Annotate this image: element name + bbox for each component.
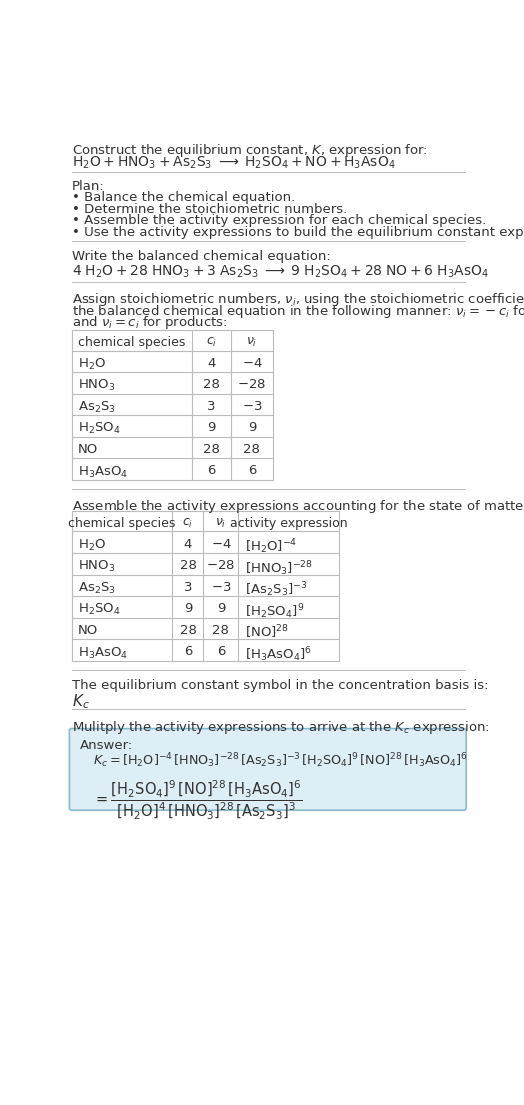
Text: NO: NO (78, 443, 98, 456)
Text: $= \dfrac{[\mathrm{H_2SO_4}]^{9}\,[\mathrm{NO}]^{28}\,[\mathrm{H_3AsO_4}]^{6}}{[: $= \dfrac{[\mathrm{H_2SO_4}]^{9}\,[\math… (93, 779, 302, 822)
Text: The equilibrium constant symbol in the concentration basis is:: The equilibrium constant symbol in the c… (72, 680, 488, 693)
Text: $K_c$: $K_c$ (72, 693, 90, 712)
Text: $\mathrm{HNO_3}$: $\mathrm{HNO_3}$ (78, 378, 115, 393)
Text: $\nu_i$: $\nu_i$ (215, 517, 226, 530)
Text: $-3$: $-3$ (242, 400, 262, 413)
Text: Assemble the activity expressions accounting for the state of matter and $\nu_i$: Assemble the activity expressions accoun… (72, 498, 524, 515)
Text: 6: 6 (207, 464, 215, 477)
FancyBboxPatch shape (69, 728, 466, 810)
Text: 4: 4 (207, 357, 215, 370)
Text: and $\nu_i = c_i$ for products:: and $\nu_i = c_i$ for products: (72, 314, 227, 332)
Text: $\mathrm{H_3AsO_4}$: $\mathrm{H_3AsO_4}$ (78, 464, 128, 480)
Text: Answer:: Answer: (80, 738, 133, 751)
Text: $c_i$: $c_i$ (182, 517, 193, 530)
Text: chemical species: chemical species (69, 517, 176, 529)
Text: 9: 9 (184, 602, 192, 615)
Text: $\mathrm{H_2O}$: $\mathrm{H_2O}$ (78, 357, 106, 371)
Text: $\mathrm{As_2S_3}$: $\mathrm{As_2S_3}$ (78, 400, 116, 414)
Text: $\mathrm{H_3AsO_4}$: $\mathrm{H_3AsO_4}$ (78, 645, 128, 661)
Text: $\mathrm{H_2SO_4}$: $\mathrm{H_2SO_4}$ (78, 421, 121, 436)
Text: 28: 28 (203, 443, 220, 456)
Text: Construct the equilibrium constant, $K$, expression for:: Construct the equilibrium constant, $K$,… (72, 141, 428, 159)
Text: 28: 28 (203, 378, 220, 391)
Text: $[\mathrm{H_3AsO_4}]^{6}$: $[\mathrm{H_3AsO_4}]^{6}$ (245, 645, 311, 664)
Text: $[\mathrm{As_2S_3}]^{-3}$: $[\mathrm{As_2S_3}]^{-3}$ (245, 581, 307, 599)
Text: 4: 4 (184, 538, 192, 550)
Text: $\mathrm{As_2S_3}$: $\mathrm{As_2S_3}$ (78, 581, 116, 596)
Text: $c_i$: $c_i$ (205, 336, 217, 349)
Text: $4\;\mathrm{H_2O} + 28\;\mathrm{HNO_3} + 3\;\mathrm{As_2S_3} \;\longrightarrow\;: $4\;\mathrm{H_2O} + 28\;\mathrm{HNO_3} +… (72, 263, 489, 280)
Text: chemical species: chemical species (78, 336, 185, 349)
Text: $-28$: $-28$ (206, 559, 235, 572)
Text: Mulitply the activity expressions to arrive at the $K_c$ expression:: Mulitply the activity expressions to arr… (72, 718, 489, 736)
Text: $\mathrm{H_2SO_4}$: $\mathrm{H_2SO_4}$ (78, 602, 121, 618)
Text: Assign stoichiometric numbers, $\nu_i$, using the stoichiometric coefficients, $: Assign stoichiometric numbers, $\nu_i$, … (72, 292, 524, 308)
Text: 28: 28 (180, 559, 196, 572)
Text: 28: 28 (212, 624, 230, 636)
Text: $-3$: $-3$ (211, 581, 231, 593)
Text: $\mathrm{H_2O + HNO_3 + As_2S_3 \;\longrightarrow\; H_2SO_4 + NO + H_3AsO_4}$: $\mathrm{H_2O + HNO_3 + As_2S_3 \;\longr… (72, 155, 396, 171)
Text: 6: 6 (217, 645, 225, 659)
Text: $[\mathrm{NO}]^{28}$: $[\mathrm{NO}]^{28}$ (245, 624, 289, 641)
Text: $K_c = [\mathrm{H_2O}]^{-4}\,[\mathrm{HNO_3}]^{-28}\,[\mathrm{As_2S_3}]^{-3}\,[\: $K_c = [\mathrm{H_2O}]^{-4}\,[\mathrm{HN… (93, 751, 467, 770)
Text: the balanced chemical equation in the following manner: $\nu_i = -c_i$ for react: the balanced chemical equation in the fo… (72, 303, 524, 319)
Text: 28: 28 (244, 443, 260, 456)
Text: 28: 28 (180, 624, 196, 636)
Text: Plan:: Plan: (72, 180, 104, 192)
Text: 9: 9 (207, 421, 215, 434)
Text: 3: 3 (184, 581, 192, 593)
Text: $[\mathrm{HNO_3}]^{-28}$: $[\mathrm{HNO_3}]^{-28}$ (245, 559, 313, 578)
Text: activity expression: activity expression (230, 517, 347, 529)
Text: • Balance the chemical equation.: • Balance the chemical equation. (72, 191, 295, 204)
Text: • Use the activity expressions to build the equilibrium constant expression.: • Use the activity expressions to build … (72, 225, 524, 239)
Text: $\mathrm{HNO_3}$: $\mathrm{HNO_3}$ (78, 559, 115, 575)
Text: $-4$: $-4$ (211, 538, 231, 550)
Text: 6: 6 (248, 464, 256, 477)
Text: • Assemble the activity expression for each chemical species.: • Assemble the activity expression for e… (72, 214, 486, 228)
Text: Write the balanced chemical equation:: Write the balanced chemical equation: (72, 251, 331, 263)
Text: $\nu_i$: $\nu_i$ (246, 336, 258, 349)
Text: 9: 9 (217, 602, 225, 615)
Text: $-4$: $-4$ (242, 357, 262, 370)
Text: 9: 9 (248, 421, 256, 434)
Text: $\mathrm{H_2O}$: $\mathrm{H_2O}$ (78, 538, 106, 552)
Text: $-28$: $-28$ (237, 378, 266, 391)
Text: • Determine the stoichiometric numbers.: • Determine the stoichiometric numbers. (72, 202, 347, 215)
Text: 3: 3 (207, 400, 215, 413)
Text: NO: NO (78, 624, 98, 636)
Text: $[\mathrm{H_2SO_4}]^{9}$: $[\mathrm{H_2SO_4}]^{9}$ (245, 602, 304, 621)
Text: 6: 6 (184, 645, 192, 659)
Text: $[\mathrm{H_2O}]^{-4}$: $[\mathrm{H_2O}]^{-4}$ (245, 538, 297, 556)
